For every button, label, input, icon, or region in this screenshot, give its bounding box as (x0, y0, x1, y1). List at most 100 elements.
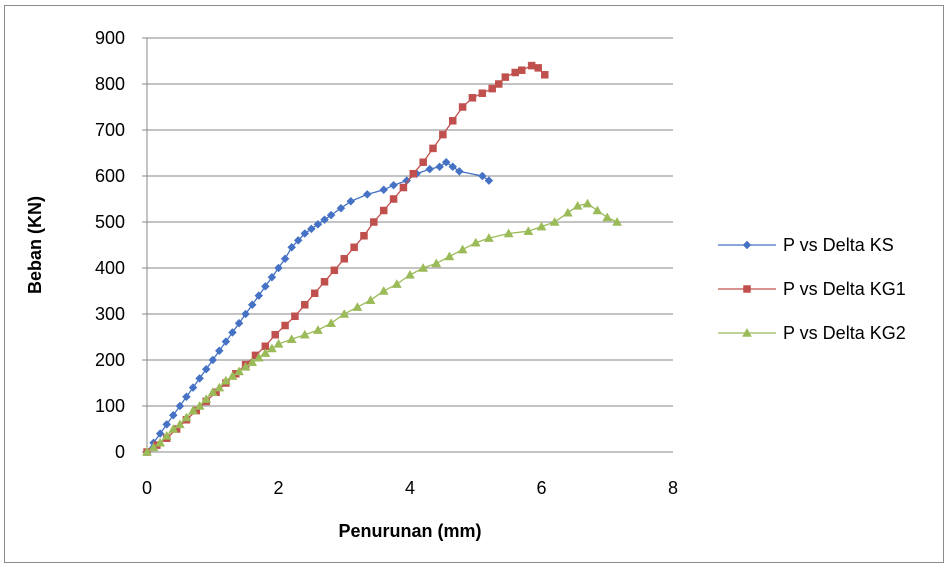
x-tick-label: 6 (536, 478, 546, 498)
data-point (541, 71, 549, 79)
data-point (346, 196, 356, 206)
data-point (234, 366, 244, 376)
data-point (281, 321, 289, 330)
y-tick-label: 0 (115, 442, 125, 462)
data-point (274, 263, 283, 273)
data-point (181, 412, 192, 422)
x-tick-label: 4 (405, 478, 415, 498)
data-point (431, 258, 442, 268)
x-tick-label: 2 (273, 478, 283, 498)
data-point (602, 212, 613, 222)
data-point (362, 190, 372, 199)
data-point (241, 309, 250, 319)
data-point (336, 203, 346, 213)
data-point (194, 400, 205, 410)
data-point (234, 318, 244, 328)
data-point (399, 183, 408, 192)
data-point (441, 157, 451, 167)
data-point (468, 94, 477, 102)
data-point (168, 423, 179, 433)
data-point (254, 291, 264, 300)
data-point (271, 330, 279, 339)
data-point (208, 355, 218, 365)
series-3 (142, 198, 623, 456)
legend-entry-3: P vs Delta KG2 (718, 323, 906, 343)
data-point (379, 185, 389, 195)
data-point (448, 162, 458, 172)
data-point (340, 255, 348, 263)
data-point (523, 226, 534, 235)
data-point (310, 289, 319, 298)
data-point (478, 89, 487, 97)
legend-label: P vs Delta KS (783, 235, 894, 255)
data-point (495, 80, 503, 88)
data-point (454, 167, 464, 176)
data-point (247, 300, 257, 310)
data-point (592, 205, 603, 215)
data-point (418, 262, 429, 272)
data-point (448, 117, 457, 125)
x-tick-label: 0 (142, 478, 152, 498)
data-point (360, 232, 368, 240)
data-point (155, 437, 166, 447)
data-point (162, 420, 172, 429)
legend-marker (742, 240, 752, 250)
x-tick-label: 8 (668, 478, 678, 498)
data-point (188, 405, 198, 415)
data-point (339, 308, 350, 318)
data-point (330, 266, 339, 275)
data-point (488, 84, 496, 93)
data-point (582, 198, 593, 208)
legend-label: P vs Delta KG2 (783, 323, 906, 343)
data-point (195, 374, 204, 383)
data-point (379, 206, 388, 215)
data-point (253, 352, 264, 362)
data-point (378, 285, 389, 295)
y-tick-label: 600 (95, 166, 125, 186)
series-2 (143, 61, 549, 456)
data-point (227, 371, 238, 380)
y-tick-label: 300 (95, 304, 125, 324)
data-point (168, 410, 178, 420)
legend-entry-2: P vs Delta KG1 (718, 279, 906, 299)
y-tick-label: 900 (95, 28, 125, 48)
data-point (301, 301, 309, 309)
grid-layer (147, 37, 673, 407)
data-point (612, 216, 623, 226)
data-point (429, 144, 437, 153)
data-point (148, 442, 159, 452)
data-point (458, 103, 467, 111)
data-point (201, 364, 211, 374)
data-point (266, 343, 277, 353)
data-point (419, 158, 427, 166)
series-line (146, 202, 618, 453)
data-point (326, 318, 337, 327)
data-point (214, 382, 225, 392)
data-point (207, 387, 218, 396)
data-point (201, 394, 212, 403)
data-point (214, 346, 224, 356)
data-point (291, 312, 299, 321)
data-point (350, 243, 358, 252)
data-point (527, 61, 536, 70)
data-point (572, 200, 583, 210)
data-point (503, 228, 514, 238)
axes-layer: 0 100 200 300 400 500 600 700 800 900 0 2 4 6 8 (95, 28, 678, 498)
data-point (240, 361, 251, 371)
data-point (562, 207, 573, 217)
y-axis-title: Beban (KN) (25, 196, 45, 294)
data-point (470, 237, 481, 247)
y-tick-label: 700 (95, 120, 125, 140)
data-point (534, 64, 542, 72)
data-point (405, 269, 415, 279)
data-point (313, 325, 323, 334)
data-point (457, 244, 468, 254)
data-point (188, 383, 198, 392)
data-point (221, 337, 231, 346)
data-point (313, 219, 323, 229)
data-point (260, 282, 270, 291)
data-point (267, 272, 277, 282)
data-point (435, 162, 444, 172)
data-point (175, 401, 185, 411)
